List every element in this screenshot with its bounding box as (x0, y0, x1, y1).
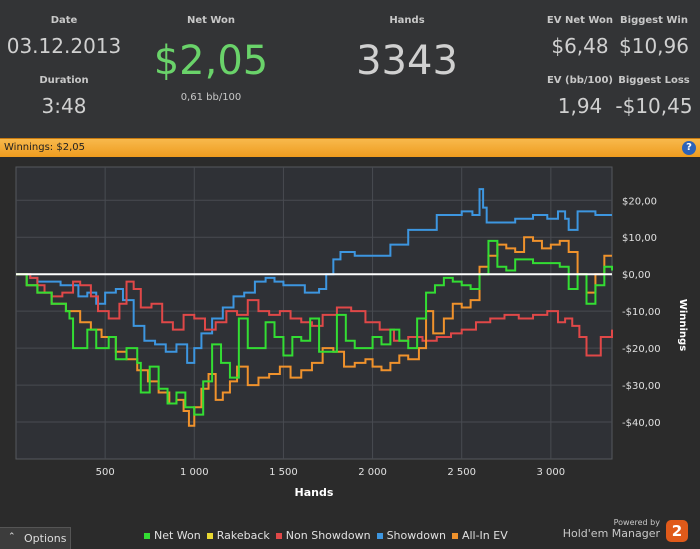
x-tick-label: 1 500 (269, 467, 298, 478)
chart-legend: Net Won Rakeback Non Showdown Showdown All-I… (144, 529, 514, 542)
x-axis-label: Hands (295, 486, 334, 499)
biggest-win-label: Biggest Win (620, 15, 688, 26)
x-tick-label: 3 000 (537, 467, 566, 478)
y-tick-label: -$10,00 (622, 307, 661, 318)
x-tick-label: 1 000 (180, 467, 209, 478)
series-lines (16, 188, 613, 427)
y-tick-label: $10,00 (622, 233, 657, 244)
biggest-loss-label: Biggest Loss (618, 75, 690, 86)
legend-swatch (206, 533, 213, 539)
net-won-label: Net Won (186, 15, 236, 26)
options-button[interactable]: ⌃ Options (0, 527, 71, 549)
brand-logo-icon: 2 (666, 520, 688, 542)
ev-net-won-label: EV Net Won (546, 15, 614, 26)
ev-net-won-value: $6,48 (551, 34, 609, 58)
y-tick-label: -$20,00 (622, 344, 661, 355)
brand: Powered by Hold'em Manager (563, 518, 660, 540)
legend-item-rakeback[interactable]: Rakeback (206, 529, 270, 542)
chart-title: Winnings: $2,05 (4, 142, 85, 153)
x-tick-label: 2 000 (358, 467, 387, 478)
y-tick-label: -$40,00 (622, 418, 661, 429)
winnings-chart: 500 1 000 1 500 2 000 2 500 3 000 $20,00 $10,0… (15, 166, 688, 499)
duration-value: 3:48 (41, 94, 87, 118)
legend-label: Non Showdown (285, 529, 371, 542)
y-tick-label: $0,00 (622, 270, 651, 281)
y-ticks: $20,00 $10,00 $0,00 -$10,00 -$20,00 -$30,00 -$… (622, 196, 661, 429)
hands-label: Hands (389, 15, 425, 26)
brand-name: Hold'em Manager (562, 527, 660, 540)
x-tick-label: 2 500 (447, 467, 476, 478)
date-value: 03.12.2013 (6, 34, 122, 58)
biggest-win-value: $10,96 (619, 34, 689, 58)
date-label: Date (50, 15, 78, 26)
y-tick-label: $20,00 (622, 196, 657, 207)
series-line-net-won (16, 239, 613, 416)
biggest-loss-value: -$10,45 (615, 94, 693, 118)
options-label: Options (24, 532, 67, 545)
series-line-all-in-ev (16, 236, 612, 427)
legend-swatch (275, 533, 282, 539)
legend-item-all-in-ev[interactable]: All-In EV (451, 529, 508, 542)
y-axis-label: Winnings (677, 299, 688, 351)
plot-background (15, 166, 613, 460)
legend-item-net-won[interactable]: Net Won (144, 529, 201, 542)
legend-item-showdown[interactable]: Showdown (376, 529, 446, 542)
legend-item-non-showdown[interactable]: Non Showdown (275, 529, 371, 542)
chart-area: 500 1 000 1 500 2 000 2 500 3 000 $20,00 $10,0… (0, 157, 700, 548)
legend-label: Rakeback (216, 529, 270, 542)
net-won-value: $2,05 (153, 38, 269, 84)
legend-label: Showdown (386, 529, 446, 542)
legend-label: Net Won (154, 529, 201, 542)
legend-swatch (376, 533, 383, 539)
brand-powered: Powered by (613, 518, 660, 527)
y-tick-label: -$30,00 (622, 381, 661, 392)
series-line-showdown (16, 188, 612, 364)
ev-bb-label: EV (bb/100) (546, 75, 614, 86)
series-line-non-showdown (16, 273, 613, 357)
stats-panel: Date 03.12.2013 Duration 3:48 Net Won $2… (0, 0, 700, 138)
chevron-up-icon: ⌃ (8, 532, 16, 542)
help-icon[interactable]: ? (682, 141, 696, 155)
legend-label: All-In EV (461, 529, 508, 542)
x-ticks: 500 1 000 1 500 2 000 2 500 3 000 (96, 467, 566, 478)
legend-swatch (451, 533, 458, 539)
chart-titlebar: Winnings: $2,05 ? (0, 138, 700, 159)
bb-per-100: 0,61 bb/100 (180, 92, 242, 103)
ev-bb-value: 1,94 (557, 94, 603, 118)
x-tick-label: 500 (96, 467, 115, 478)
legend-swatch (144, 533, 150, 539)
hands-value: 3343 (356, 38, 458, 84)
duration-label: Duration (39, 75, 89, 86)
